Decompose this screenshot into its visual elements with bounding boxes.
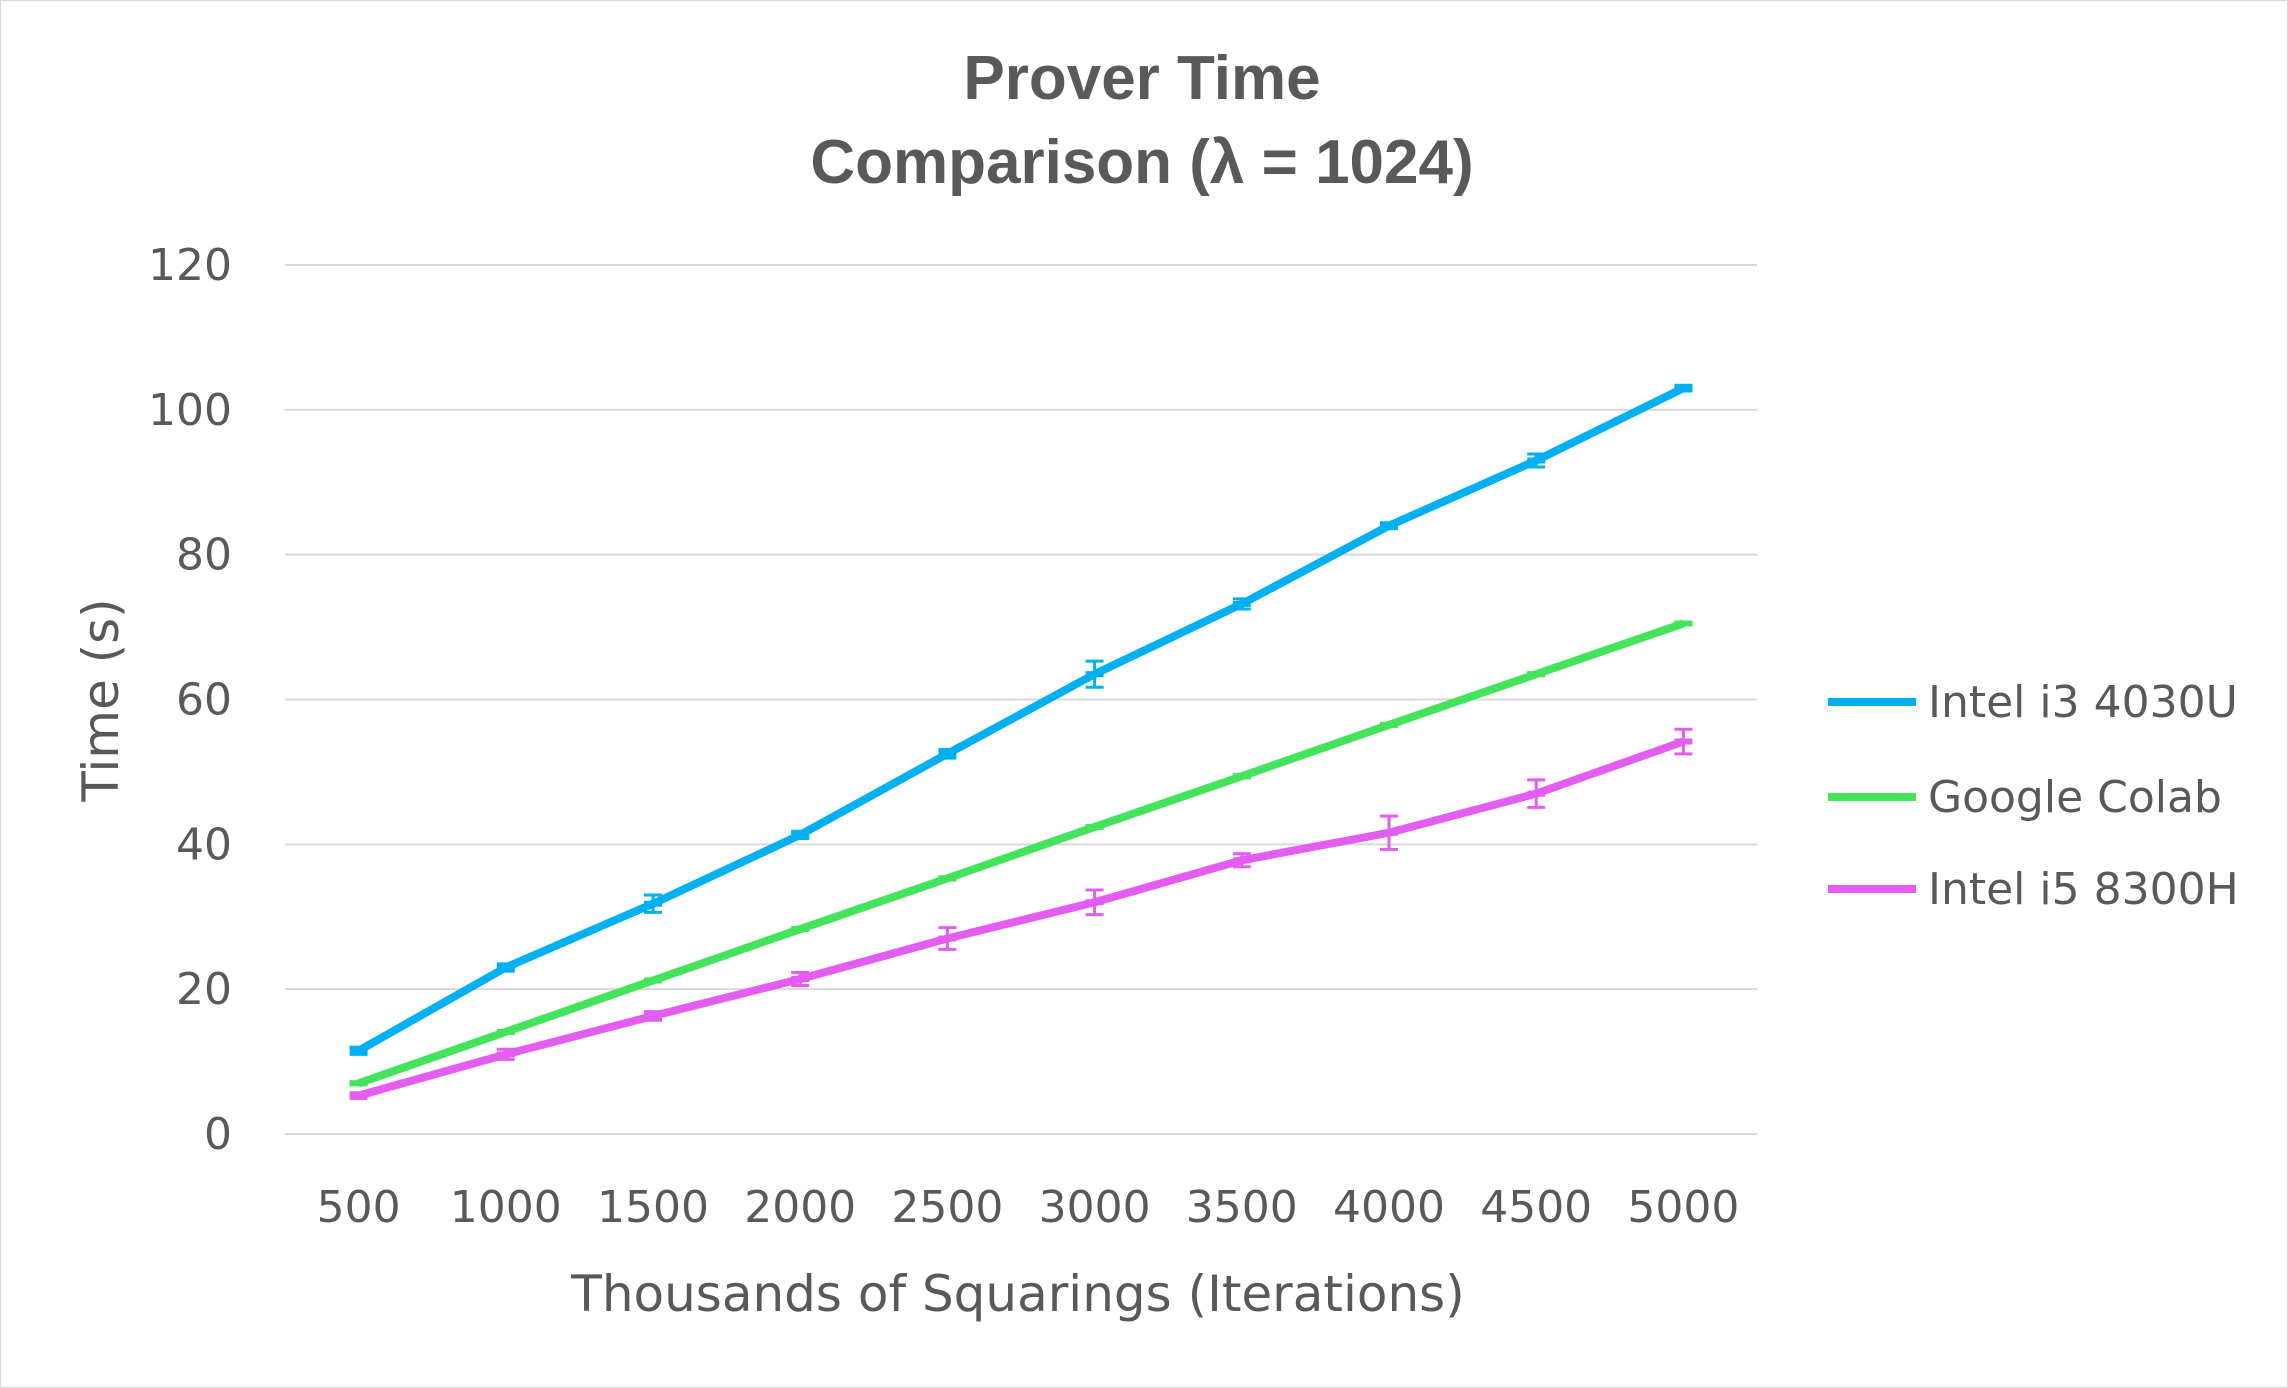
legend-item: Google Colab [1828,772,2222,823]
y-tick-label: 100 [148,385,232,436]
error-bar [1232,597,1251,611]
error-bar [644,977,662,984]
chart-title-line-1: Prover Time [963,44,1320,113]
x-tick-label: 2500 [891,1182,1003,1233]
error-bar [496,962,515,973]
error-bar [1527,671,1546,678]
x-tick-label: 4000 [1333,1182,1445,1233]
error-bar [791,829,810,841]
x-tick-label: 1000 [450,1182,562,1233]
y-tick-label: 120 [148,240,232,291]
error-bar [1380,521,1398,531]
error-bar [1085,659,1104,689]
error-bar [1674,383,1693,393]
error-bar [1380,721,1398,728]
error-bar [496,1047,515,1061]
error-bar [791,926,810,933]
error-bar [1232,773,1251,780]
y-tick-label: 0 [204,1109,232,1160]
chart-title-line-2: Comparison (λ = 1024) [810,128,1473,197]
error-bar [1674,727,1693,756]
error-bar [938,747,957,760]
error-bar [349,1080,368,1087]
error-bar [1527,778,1546,809]
y-tick-label: 40 [176,819,232,870]
y-tick-labels: 0 20 40 60 80 100 120 [148,240,232,1160]
error-bar [791,971,810,988]
x-tick-label: 3500 [1186,1182,1298,1233]
error-bar [349,1091,368,1101]
y-tick-label: 60 [176,675,232,726]
legend: Intel i3 4030U Google Colab Intel i5 8300H [1828,677,2239,915]
error-bar [1527,452,1546,469]
series-lines [349,383,1693,1101]
error-bar [1674,620,1693,627]
x-tick-label: 4500 [1480,1182,1592,1233]
series-line [356,384,1686,1055]
legend-label: Intel i5 8300H [1928,864,2239,915]
legend-item: Intel i5 8300H [1828,864,2239,915]
error-bar [644,1010,662,1022]
x-tick-label: 1500 [597,1182,709,1233]
x-tick-label: 500 [317,1182,401,1233]
series-line [357,737,1685,1100]
error-bar [644,893,662,914]
error-bar [938,875,957,882]
error-bar [1085,888,1104,917]
error-bar [1380,814,1398,851]
error-bar [496,1028,515,1035]
x-axis-title: Thousands of Squarings (Iterations) [570,1265,1464,1323]
y-tick-label: 20 [176,964,232,1015]
x-tick-label: 5000 [1627,1182,1739,1233]
legend-label: Intel i3 4030U [1928,677,2238,728]
error-bar [349,1045,368,1056]
y-tick-label: 80 [176,530,232,581]
error-bar [1232,852,1251,869]
x-tick-label: 2000 [744,1182,856,1233]
error-bar [938,926,957,951]
x-tick-label: 3000 [1039,1182,1151,1233]
y-axis-title: Time (s) [72,598,130,802]
gridlines [285,264,1757,1135]
legend-item: Intel i3 4030U [1828,677,2238,728]
series-line [357,619,1685,1088]
legend-label: Google Colab [1928,772,2222,823]
error-bar [1085,823,1104,830]
x-tick-labels: 500 1000 1500 2000 2500 3000 3500 4000 4500 5000 [317,1182,1740,1233]
